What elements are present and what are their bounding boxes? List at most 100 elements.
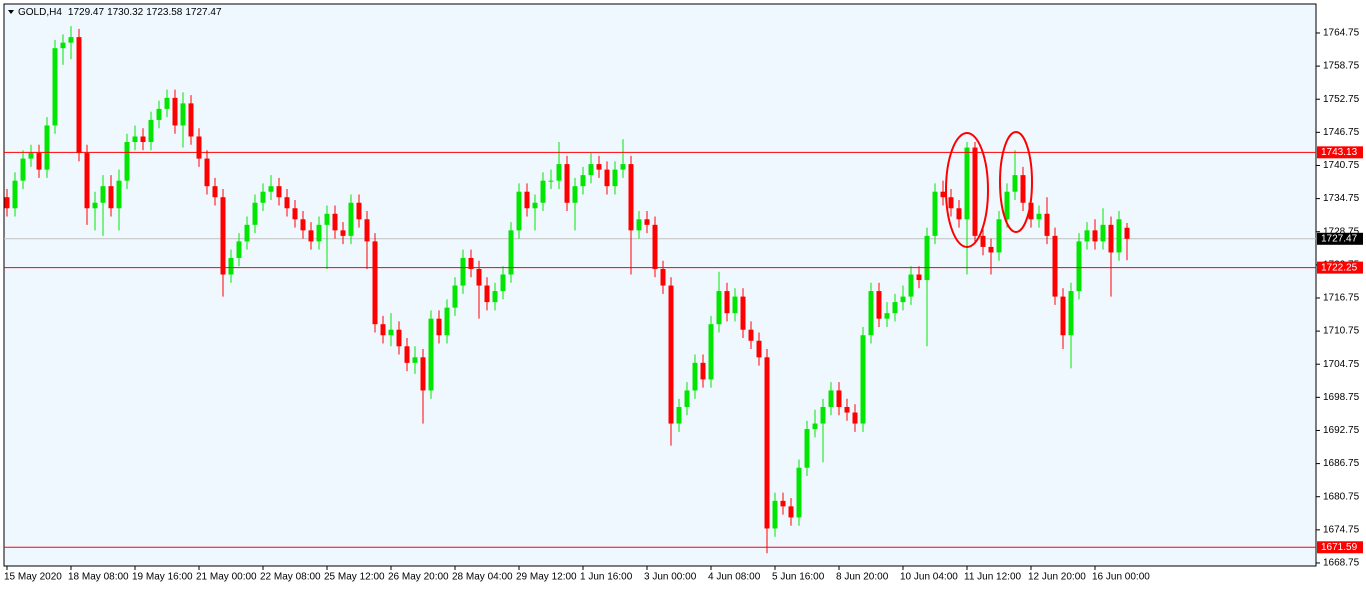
candle-body <box>1036 213 1042 220</box>
candle-body <box>532 202 538 209</box>
candle-body <box>1004 191 1010 220</box>
x-tick-label: 12 Jun 20:00 <box>1028 572 1086 583</box>
level-label: 1722.25 <box>1321 262 1358 273</box>
candle-body <box>372 241 378 325</box>
candle-body <box>316 224 322 242</box>
x-tick-label: 8 Jun 20:00 <box>836 572 889 583</box>
candle-body <box>700 362 706 380</box>
candle-body <box>828 390 834 408</box>
candle-body <box>404 346 410 363</box>
candle-body <box>1084 230 1090 242</box>
candle-body <box>1052 235 1058 297</box>
candle-body <box>748 329 754 341</box>
candle-body <box>276 186 282 198</box>
y-tick-label: 1680.75 <box>1323 491 1360 502</box>
x-tick-label: 22 May 08:00 <box>260 572 321 583</box>
candle-body <box>260 191 266 203</box>
candle-body <box>356 202 362 220</box>
candle-body <box>212 186 218 198</box>
candle-body <box>1092 230 1098 242</box>
candle-body <box>940 191 946 198</box>
candle-body <box>732 296 738 314</box>
candle-body <box>252 202 258 225</box>
candle-body <box>52 48 58 126</box>
last-open: 1729.47 <box>68 7 105 18</box>
candle-body <box>108 186 114 209</box>
y-tick-label: 1704.75 <box>1323 359 1360 370</box>
candle-body <box>36 153 42 170</box>
last-price-label: 1727.47 <box>1321 233 1358 244</box>
x-tick-label: 3 Jun 00:00 <box>644 572 697 583</box>
candle-body <box>580 175 586 187</box>
last-low: 1723.58 <box>146 7 183 18</box>
candle-body <box>860 335 866 424</box>
candle-body <box>900 296 906 303</box>
candle-body <box>548 180 554 182</box>
chart-header: GOLD,H4 1729.47 1730.32 1723.58 1727.47 <box>18 7 222 18</box>
annotation-ellipse <box>945 132 989 248</box>
y-tick-label: 1686.75 <box>1323 458 1360 469</box>
candle-body <box>660 268 666 286</box>
candle-body <box>572 186 578 203</box>
candle-body <box>508 230 514 275</box>
candle-body <box>764 357 770 529</box>
candle-body <box>476 268 482 286</box>
candle-body <box>1116 219 1122 253</box>
y-tick-label: 1668.75 <box>1323 558 1360 569</box>
candle-body <box>60 42 66 49</box>
candle-body <box>708 324 714 380</box>
candle-body <box>116 180 122 209</box>
candle-body <box>644 219 650 225</box>
y-tick-label: 1710.75 <box>1323 326 1360 337</box>
candle-body <box>988 246 994 253</box>
candle-body <box>100 186 106 203</box>
candle-body <box>756 340 762 358</box>
candle-body <box>44 125 50 170</box>
x-tick-label: 26 May 20:00 <box>388 572 449 583</box>
last-high: 1730.32 <box>107 7 144 18</box>
candle-body <box>156 108 162 120</box>
x-tick-label: 15 May 2020 <box>4 572 62 583</box>
candle-body <box>300 219 306 231</box>
candle-body <box>268 186 274 192</box>
candle-body <box>348 202 354 236</box>
candle-body <box>628 164 634 231</box>
candle-body <box>188 103 194 137</box>
level-badge <box>1317 261 1363 274</box>
candle-body <box>516 191 522 231</box>
candle-body <box>388 329 394 336</box>
y-tick-label: 1698.75 <box>1323 392 1360 403</box>
candle-body <box>244 224 250 242</box>
candle-body <box>444 307 450 336</box>
candle-body <box>1012 175 1018 192</box>
candle-body <box>172 97 178 126</box>
last-price-badge <box>1317 232 1363 245</box>
candle-body <box>996 219 1002 253</box>
candle-body <box>1028 202 1034 220</box>
candle-body <box>820 407 826 424</box>
candle-body <box>324 213 330 225</box>
candle-body <box>1044 213 1050 236</box>
candle-body <box>452 285 458 308</box>
candle-body <box>804 429 810 468</box>
candle-body <box>1076 241 1082 292</box>
candle-body <box>980 235 986 247</box>
plot-area <box>3 3 1317 567</box>
candle-body <box>668 285 674 424</box>
candle-body <box>852 412 858 424</box>
candle-body <box>332 213 338 231</box>
level-badge <box>1317 146 1363 159</box>
candle-body <box>164 97 170 109</box>
menu-arrow <box>8 10 14 14</box>
candle-body <box>380 324 386 336</box>
candle-body <box>180 103 186 126</box>
candle-body <box>308 230 314 242</box>
candle-body <box>28 153 34 159</box>
candle-body <box>524 191 530 209</box>
candle-body <box>92 202 98 209</box>
candle-body <box>492 291 498 303</box>
candle-body <box>604 169 610 187</box>
candle-body <box>964 147 970 220</box>
x-tick-label: 5 Jun 16:00 <box>772 572 825 583</box>
